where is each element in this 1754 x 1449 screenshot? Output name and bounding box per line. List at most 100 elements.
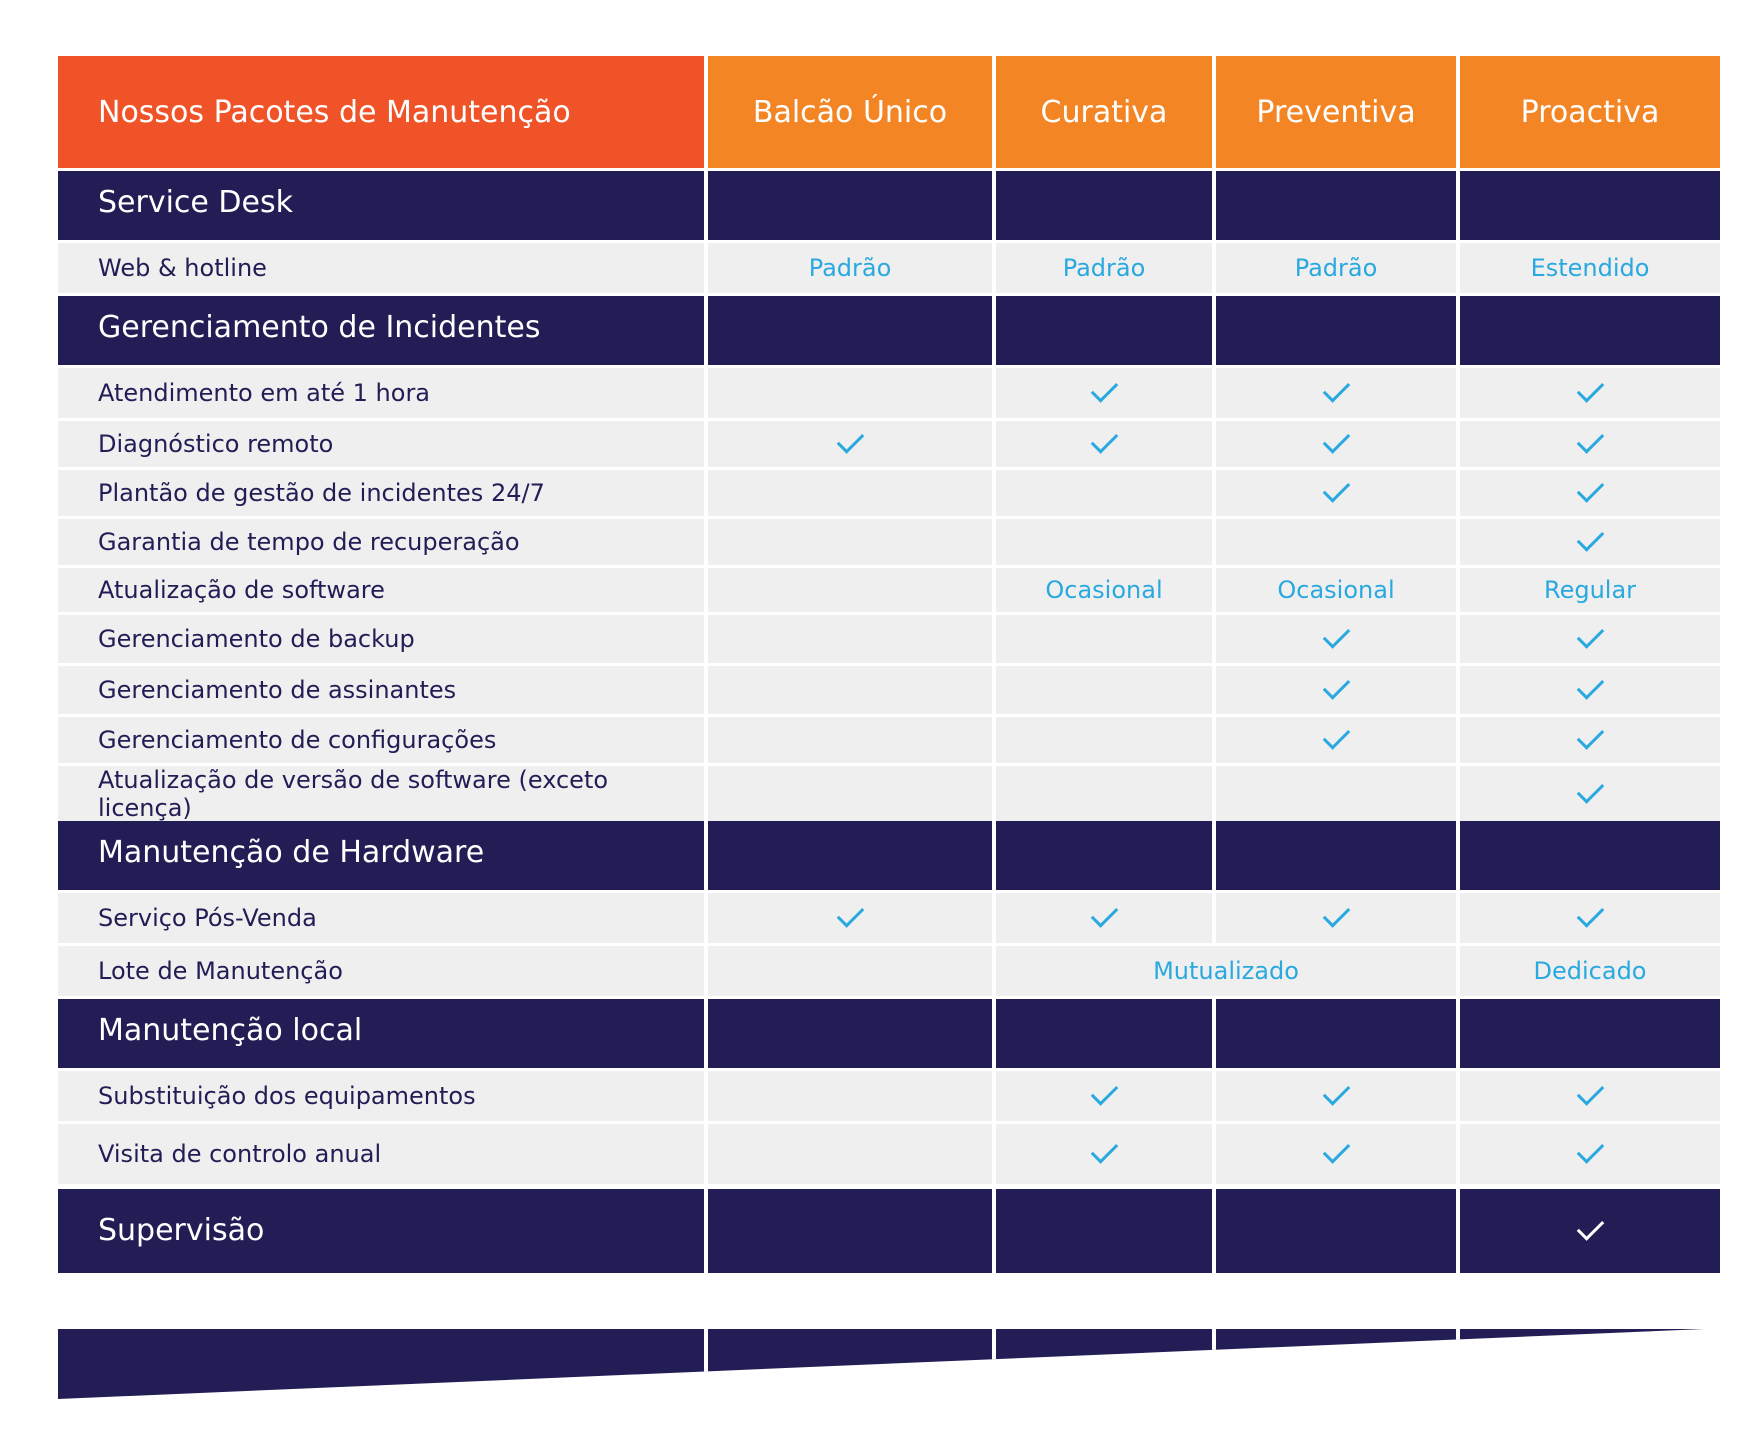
column-header-preventiva: Preventiva: [1216, 56, 1456, 168]
table-row: Lote de Manutenção Mutualizado Dedicado: [58, 946, 1720, 996]
empty-cell: [708, 470, 992, 516]
check-cell: [996, 893, 1212, 943]
table-row: Diagnóstico remoto: [58, 421, 1720, 467]
check-cell: [1460, 421, 1720, 467]
cell-value: Padrão: [708, 243, 992, 293]
cell-value: Regular: [1460, 568, 1720, 612]
check-cell: [1460, 1071, 1720, 1121]
row-label: Gerenciamento de assinantes: [58, 666, 704, 714]
check-icon: [1090, 1136, 1118, 1164]
check-cell: [1216, 666, 1456, 714]
row-label: Atualização de versão de software (excet…: [58, 766, 704, 822]
check-icon: [1576, 375, 1604, 403]
empty-cell: [996, 766, 1212, 822]
maintenance-packages-table: Nossos Pacotes de Manutenção Balcão Únic…: [58, 56, 1720, 1276]
column-header-curativa: Curativa: [996, 56, 1212, 168]
empty-cell: [708, 1124, 992, 1184]
empty-cell: [708, 717, 992, 763]
check-cell: [1460, 519, 1720, 565]
empty-cell: [708, 368, 992, 418]
check-cell: [1460, 368, 1720, 418]
check-cell: [1460, 470, 1720, 516]
check-cell: [1216, 615, 1456, 663]
table-row: Gerenciamento de assinantes: [58, 666, 1720, 714]
section-title: Gerenciamento de Incidentes: [58, 296, 704, 365]
section-header: Manutenção de Hardware: [58, 821, 1720, 890]
section-header-supervisao: Supervisão: [58, 1189, 1720, 1273]
decorative-slant: [58, 1329, 1704, 1399]
empty-cell: [996, 519, 1212, 565]
cell-value-mutualizado: Mutualizado: [996, 946, 1456, 996]
check-icon: [1576, 776, 1604, 804]
table-row: Visita de controlo anual: [58, 1124, 1720, 1184]
empty-cell: [708, 666, 992, 714]
check-cell: [1216, 470, 1456, 516]
check-cell: [1216, 421, 1456, 467]
check-cell: [996, 1124, 1212, 1184]
empty-cell: [708, 946, 992, 996]
table-title: Nossos Pacotes de Manutenção: [58, 56, 704, 168]
check-icon: [1322, 672, 1350, 700]
check-cell: [1460, 666, 1720, 714]
check-cell: [996, 1071, 1212, 1121]
check-cell: [1216, 368, 1456, 418]
column-header-balcao-unico: Balcão Único: [708, 56, 992, 168]
section-title: Manutenção de Hardware: [58, 821, 704, 890]
check-icon: [1576, 722, 1604, 750]
check-icon: [1576, 1136, 1604, 1164]
check-cell: [1216, 893, 1456, 943]
check-icon: [836, 900, 864, 928]
section-header: Manutenção local: [58, 999, 1720, 1068]
section-title: Manutenção local: [58, 999, 704, 1068]
check-icon: [1576, 672, 1604, 700]
row-label: Diagnóstico remoto: [58, 421, 704, 467]
check-cell: [1460, 717, 1720, 763]
row-label: Web & hotline: [58, 243, 704, 293]
empty-cell: [708, 615, 992, 663]
check-icon: [1090, 375, 1118, 403]
empty-cell: [708, 568, 992, 612]
check-icon: [1576, 1213, 1604, 1241]
check-icon: [1576, 621, 1604, 649]
empty-cell: [1216, 519, 1456, 565]
check-cell: [1460, 766, 1720, 822]
table-row: Atualização de versão de software (excet…: [58, 766, 1720, 822]
check-icon: [1322, 722, 1350, 750]
section-title: Supervisão: [58, 1189, 704, 1273]
cell-value-dedicado: Dedicado: [1460, 946, 1720, 996]
table-header: Nossos Pacotes de Manutenção Balcão Únic…: [58, 56, 1720, 168]
check-cell: [1460, 615, 1720, 663]
check-icon: [1576, 475, 1604, 503]
check-cell: [1460, 1124, 1720, 1184]
check-icon: [1576, 524, 1604, 552]
check-icon: [1090, 900, 1118, 928]
table-row: Gerenciamento de configurações: [58, 717, 1720, 763]
check-icon: [1090, 426, 1118, 454]
check-icon: [1322, 621, 1350, 649]
check-cell: [708, 893, 992, 943]
check-icon: [1322, 426, 1350, 454]
check-icon: [1322, 1136, 1350, 1164]
check-cell: [1460, 1189, 1720, 1273]
empty-cell: [708, 519, 992, 565]
row-label: Substituição dos equipamentos: [58, 1071, 704, 1121]
section-title: Service Desk: [58, 171, 704, 240]
column-header-proactiva: Proactiva: [1460, 56, 1720, 168]
empty-cell: [1216, 766, 1456, 822]
check-cell: [996, 368, 1212, 418]
empty-cell: [708, 1071, 992, 1121]
row-label: Atualização de software: [58, 568, 704, 612]
row-label: Plantão de gestão de incidentes 24/7: [58, 470, 704, 516]
row-label: Lote de Manutenção: [58, 946, 704, 996]
table-row: Gerenciamento de backup: [58, 615, 1720, 663]
check-cell: [1216, 1071, 1456, 1121]
row-label: Garantia de tempo de recuperação: [58, 519, 704, 565]
cell-value: Padrão: [996, 243, 1212, 293]
cell-value: Estendido: [1460, 243, 1720, 293]
check-icon: [1322, 375, 1350, 403]
empty-cell: [708, 766, 992, 822]
check-cell: [1460, 893, 1720, 943]
cell-value: Padrão: [1216, 243, 1456, 293]
check-icon: [1576, 426, 1604, 454]
row-label: Visita de controlo anual: [58, 1124, 704, 1184]
